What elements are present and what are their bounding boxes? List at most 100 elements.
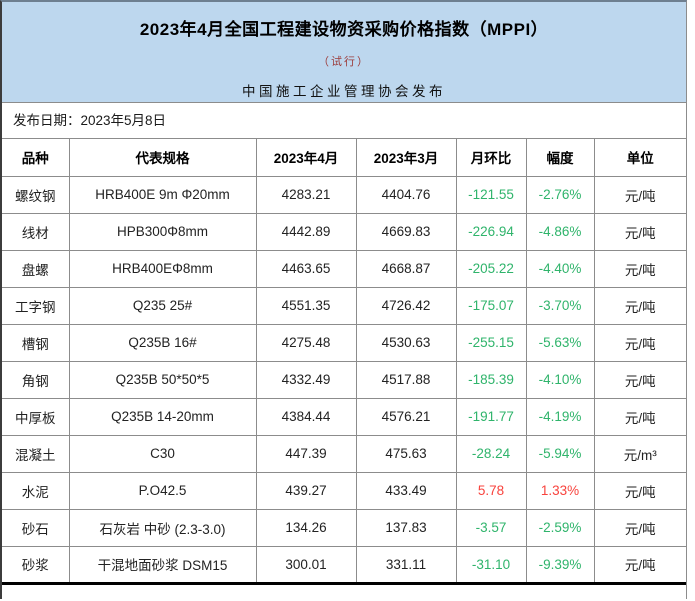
april-price-cell: 4384.44 [255, 398, 357, 436]
march-price-cell: 4576.21 [355, 398, 457, 436]
spec-cell: P.O42.5 [68, 472, 257, 510]
spec-cell: C30 [68, 435, 257, 473]
variety-cell: 水泥 [2, 472, 70, 510]
unit-cell: 元/吨 [593, 472, 686, 510]
table-row: 槽钢 Q235B 16# 4275.48 4530.63 -255.15 -5.… [2, 324, 686, 362]
mom-change-cell: -3.57 [455, 509, 527, 547]
unit-cell: 元/吨 [593, 213, 686, 251]
mom-change-cell: -205.22 [455, 250, 527, 288]
mom-change-cell: -121.55 [455, 176, 527, 214]
table-row: 角钢 Q235B 50*50*5 4332.49 4517.88 -185.39… [2, 361, 686, 399]
mom-pct-cell: -5.63% [525, 324, 595, 362]
mom-change-cell: -185.39 [455, 361, 527, 399]
unit-cell: 元/吨 [593, 176, 686, 214]
mom-change-cell: -28.24 [455, 435, 527, 473]
march-price-cell: 4530.63 [355, 324, 457, 362]
mom-pct-cell: -9.39% [525, 546, 595, 584]
col-header-spec: 代表规格 [68, 139, 257, 177]
march-price-cell: 475.63 [355, 435, 457, 473]
release-date-row: 发布日期：2023年5月8日 [2, 103, 686, 139]
table-row: 砂浆 干混地面砂浆 DSM15 300.01 331.11 -31.10 -9.… [2, 546, 686, 584]
col-header-march: 2023年3月 [355, 139, 457, 177]
variety-cell: 槽钢 [2, 324, 70, 362]
march-price-cell: 4517.88 [355, 361, 457, 399]
april-price-cell: 4332.49 [255, 361, 357, 399]
spec-cell: Q235B 16# [68, 324, 257, 362]
table-row: 中厚板 Q235B 14-20mm 4384.44 4576.21 -191.7… [2, 398, 686, 436]
variety-cell: 线材 [2, 213, 70, 251]
mom-change-cell: -255.15 [455, 324, 527, 362]
unit-cell: 元/吨 [593, 287, 686, 325]
variety-cell: 角钢 [2, 361, 70, 399]
april-price-cell: 4275.48 [255, 324, 357, 362]
col-header-april: 2023年4月 [255, 139, 357, 177]
variety-cell: 螺纹钢 [2, 176, 70, 214]
mom-pct-cell: -4.40% [525, 250, 595, 288]
mom-pct-cell: -4.19% [525, 398, 595, 436]
table-row: 混凝土 C30 447.39 475.63 -28.24 -5.94% 元/m³ [2, 435, 686, 473]
banner: 2023年4月全国工程建设物资采购价格指数（MPPI） （试行） 中国施工企业管… [2, 2, 686, 103]
variety-cell: 盘螺 [2, 250, 70, 288]
variety-cell: 砂石 [2, 509, 70, 547]
spec-cell: HRB400EΦ8mm [68, 250, 257, 288]
release-date-text: 发布日期：2023年5月8日 [13, 113, 167, 128]
april-price-cell: 4442.89 [255, 213, 357, 251]
table-row: 工字钢 Q235 25# 4551.35 4726.42 -175.07 -3.… [2, 287, 686, 325]
table-row: 砂石 石灰岩 中砂 (2.3-3.0) 134.26 137.83 -3.57 … [2, 509, 686, 547]
mom-pct-cell: -5.94% [525, 435, 595, 473]
col-header-unit: 单位 [593, 139, 686, 177]
unit-cell: 元/吨 [593, 324, 686, 362]
spec-cell: HRB400E 9m Φ20mm [68, 176, 257, 214]
april-price-cell: 447.39 [255, 435, 357, 473]
header-row: 品种 代表规格 2023年4月 2023年3月 月环比 幅度 单位 [2, 139, 686, 177]
variety-cell: 混凝土 [2, 435, 70, 473]
march-price-cell: 4669.83 [355, 213, 457, 251]
page-title: 2023年4月全国工程建设物资采购价格指数（MPPI） [139, 20, 549, 39]
mom-pct-cell: -2.76% [525, 176, 595, 214]
publisher-line: 中国施工企业管理协会发布 [242, 84, 446, 99]
march-price-cell: 4404.76 [355, 176, 457, 214]
march-price-cell: 331.11 [355, 546, 457, 584]
mom-pct-cell: -2.59% [525, 509, 595, 547]
table-row: 水泥 P.O42.5 439.27 433.49 5.78 1.33% 元/吨 [2, 472, 686, 510]
march-price-cell: 137.83 [355, 509, 457, 547]
table-row: 线材 HPB300Φ8mm 4442.89 4669.83 -226.94 -4… [2, 213, 686, 251]
spec-cell: Q235B 14-20mm [68, 398, 257, 436]
spec-cell: Q235 25# [68, 287, 257, 325]
unit-cell: 元/吨 [593, 546, 686, 584]
col-header-variety: 品种 [2, 139, 70, 177]
april-price-cell: 4551.35 [255, 287, 357, 325]
variety-cell: 工字钢 [2, 287, 70, 325]
mom-pct-cell: -4.10% [525, 361, 595, 399]
april-price-cell: 134.26 [255, 509, 357, 547]
march-price-cell: 433.49 [355, 472, 457, 510]
col-header-pct: 幅度 [525, 139, 595, 177]
spec-cell: 干混地面砂浆 DSM15 [68, 546, 257, 584]
unit-cell: 元/吨 [593, 250, 686, 288]
mom-change-cell: 5.78 [455, 472, 527, 510]
april-price-cell: 300.01 [255, 546, 357, 584]
mom-change-cell: -175.07 [455, 287, 527, 325]
spec-cell: Q235B 50*50*5 [68, 361, 257, 399]
mom-pct-cell: -4.86% [525, 213, 595, 251]
variety-cell: 砂浆 [2, 546, 70, 584]
table-row: 螺纹钢 HRB400E 9m Φ20mm 4283.21 4404.76 -12… [2, 176, 686, 214]
march-price-cell: 4726.42 [355, 287, 457, 325]
mom-change-cell: -226.94 [455, 213, 527, 251]
april-price-cell: 4283.21 [255, 176, 357, 214]
april-price-cell: 439.27 [255, 472, 357, 510]
march-price-cell: 4668.87 [355, 250, 457, 288]
unit-cell: 元/吨 [593, 509, 686, 547]
variety-cell: 中厚板 [2, 398, 70, 436]
price-index-table: 品种 代表规格 2023年4月 2023年3月 月环比 幅度 单位 螺纹钢 HR… [2, 139, 686, 585]
mom-pct-cell: -3.70% [525, 287, 595, 325]
spec-cell: HPB300Φ8mm [68, 213, 257, 251]
unit-cell: 元/吨 [593, 361, 686, 399]
mom-change-cell: -31.10 [455, 546, 527, 584]
trial-label: （试行） [318, 56, 370, 68]
unit-cell: 元/m³ [593, 435, 686, 473]
april-price-cell: 4463.65 [255, 250, 357, 288]
mom-change-cell: -191.77 [455, 398, 527, 436]
table-row: 盘螺 HRB400EΦ8mm 4463.65 4668.87 -205.22 -… [2, 250, 686, 288]
